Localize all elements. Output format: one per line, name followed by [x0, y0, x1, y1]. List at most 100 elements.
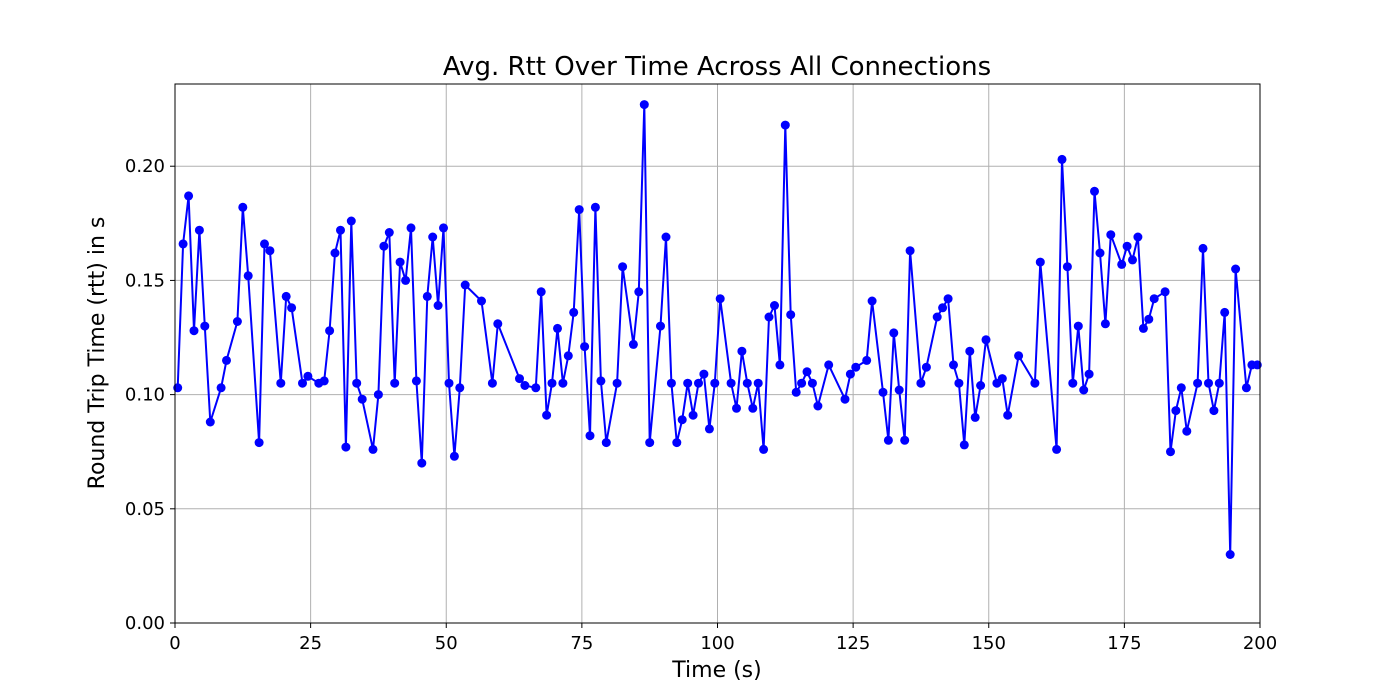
data-point — [439, 223, 448, 233]
data-point — [493, 319, 503, 329]
data-point — [997, 374, 1007, 384]
data-point — [1166, 447, 1175, 457]
data-point — [477, 296, 486, 306]
data-point — [536, 287, 546, 297]
data-point — [976, 381, 986, 390]
data-point — [845, 369, 855, 379]
data-point — [1209, 406, 1219, 416]
x-tick-label: 175 — [1107, 633, 1141, 654]
x-axis-label: Time (s) — [671, 658, 761, 683]
y-tick-label: 0.10 — [125, 385, 165, 406]
data-point — [1133, 232, 1143, 242]
data-point — [748, 403, 758, 413]
data-point — [764, 312, 774, 322]
data-point — [1182, 426, 1192, 436]
data-point — [194, 225, 204, 235]
data-point — [1057, 154, 1067, 164]
data-point — [542, 410, 552, 420]
data-point — [1030, 378, 1040, 388]
data-point — [1144, 314, 1154, 324]
data-point — [1171, 406, 1181, 416]
data-point — [954, 378, 964, 388]
data-point — [216, 383, 226, 393]
y-axis: 0.00 0.05 0.10 0.15 0.20 — [125, 156, 175, 634]
data-point — [1220, 307, 1230, 317]
data-point — [894, 385, 904, 395]
data-point — [200, 321, 210, 331]
data-point — [553, 323, 562, 333]
data-point — [775, 360, 785, 370]
data-point — [851, 362, 861, 372]
data-point — [862, 355, 872, 365]
data-point — [1073, 321, 1083, 331]
y-tick-label: 0.20 — [125, 156, 165, 177]
data-point — [645, 438, 655, 448]
data-point — [319, 376, 329, 386]
y-axis-label: Round Trip Time (rtt) in s — [85, 217, 110, 490]
data-point — [759, 444, 769, 454]
data-point — [368, 444, 378, 454]
data-point — [515, 374, 524, 384]
data-point — [970, 412, 980, 422]
data-point — [959, 440, 969, 450]
data-point — [232, 317, 242, 326]
data-point — [932, 312, 942, 322]
data-point — [260, 239, 269, 249]
data-point — [753, 378, 763, 388]
data-point — [726, 378, 736, 388]
data-point — [487, 378, 497, 388]
data-point — [1214, 378, 1224, 388]
data-point — [346, 216, 356, 226]
data-point — [938, 303, 948, 313]
series-layer — [173, 100, 1262, 559]
data-point — [303, 371, 313, 381]
data-point — [460, 280, 470, 290]
data-point — [1128, 255, 1137, 265]
data-point — [298, 378, 307, 388]
data-point — [384, 228, 394, 237]
data-point — [563, 351, 573, 361]
data-point — [455, 383, 465, 393]
data-point — [661, 232, 671, 242]
data-point — [1198, 243, 1208, 253]
x-tick-label: 125 — [836, 633, 870, 654]
data-point — [732, 403, 741, 413]
data-point — [411, 376, 421, 386]
data-point — [189, 326, 199, 336]
data-point — [601, 438, 611, 448]
x-tick-label: 100 — [700, 633, 734, 654]
data-point — [628, 339, 638, 349]
data-point — [406, 223, 416, 233]
data-point — [390, 378, 400, 388]
data-point — [1014, 351, 1024, 361]
data-point — [981, 335, 991, 345]
data-point — [580, 342, 590, 352]
chart-title: Avg. Rtt Over Time Across All Connection… — [443, 52, 991, 82]
data-point — [1122, 241, 1132, 251]
data-point — [791, 387, 801, 397]
data-point — [672, 438, 682, 448]
data-point — [281, 291, 291, 301]
x-tick-label: 25 — [299, 633, 322, 654]
data-point — [683, 378, 693, 388]
data-point — [574, 205, 584, 215]
data-point — [656, 321, 665, 331]
data-point — [905, 246, 915, 256]
data-point — [547, 378, 557, 388]
data-point — [786, 310, 796, 320]
data-point — [780, 120, 790, 130]
data-point — [238, 202, 248, 212]
data-point — [770, 301, 779, 310]
data-point — [590, 202, 600, 212]
data-point — [715, 294, 725, 304]
data-point — [639, 100, 649, 110]
data-point — [401, 275, 411, 285]
data-point — [824, 360, 834, 370]
data-point — [1084, 369, 1094, 379]
data-point — [325, 326, 335, 336]
y-tick-label: 0.00 — [125, 613, 165, 634]
data-point — [867, 296, 877, 306]
data-point — [802, 367, 812, 377]
data-point — [205, 417, 215, 427]
